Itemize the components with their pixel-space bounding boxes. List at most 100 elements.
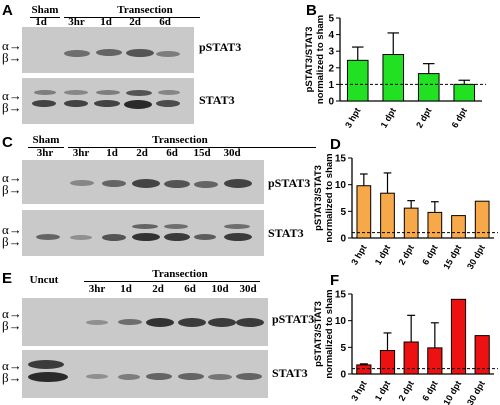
lane-label: 1d	[120, 283, 132, 295]
bar	[380, 192, 395, 239]
y-tick-label: 15	[335, 290, 347, 301]
y-axis-label: normalized to sham	[324, 153, 335, 242]
group-underline	[30, 17, 60, 18]
lane-label: 1d	[100, 16, 112, 28]
y-tick-label: 5	[328, 14, 334, 25]
group-underline	[84, 281, 260, 282]
x-tick-label: 6 dpt	[450, 106, 469, 130]
bar	[356, 185, 372, 239]
group-label-transection: Transection	[152, 268, 208, 280]
y-tick-label: 10	[335, 316, 347, 327]
y-axis-label: pSTAT3/STAT3	[313, 165, 324, 231]
group-label-transection: Transection	[117, 4, 173, 16]
bar	[417, 73, 440, 102]
bar	[382, 54, 405, 102]
y-tick-label: 0	[328, 97, 334, 108]
y-tick-label: 10	[335, 180, 347, 191]
blot-label: pSTAT3	[268, 176, 311, 190]
blot-label: STAT3	[199, 93, 235, 107]
y-tick-label: 4	[328, 30, 334, 41]
y-tick-label: 5	[340, 343, 346, 354]
y-axis-label: pSTAT3/STAT3	[304, 27, 315, 93]
lane-label: 2d	[129, 16, 141, 28]
isoform-alpha-label: α→	[2, 170, 22, 185]
group-label-uncut: Uncut	[29, 274, 59, 286]
y-tick-label: 5	[340, 207, 346, 218]
x-tick-label: 1 dpt	[373, 379, 392, 403]
blot-pstat3-c	[22, 160, 264, 204]
isoform-beta-label: β→	[2, 370, 22, 385]
x-tick-label: 2 dpt	[396, 243, 415, 267]
lane-label: 1d	[35, 16, 47, 28]
x-tick-label: 30 dpt	[465, 243, 487, 271]
group-underline	[68, 147, 316, 148]
lane-label: 1d	[106, 147, 118, 159]
bar	[453, 83, 476, 102]
blot-stat3-c	[22, 210, 264, 256]
lane-label: 6d	[184, 283, 196, 295]
x-tick-label: 3 hpt	[343, 106, 362, 130]
x-tick-label: 2 dpt	[414, 106, 433, 130]
group-label-sham: Sham	[31, 4, 59, 16]
y-tick-label: 2	[328, 63, 334, 74]
bar-chart-b: pSTAT3/STAT3 normalized to sham 0 1 2 3 4 5 3 hp…	[304, 14, 486, 130]
blot-stat3-a	[22, 78, 194, 124]
group-underline	[28, 147, 64, 148]
bar	[450, 298, 467, 375]
y-axis-label: normalized to sham	[324, 289, 335, 378]
blot-stat3-e	[22, 350, 268, 398]
panel-letter-f: F	[330, 272, 340, 289]
bar	[427, 211, 443, 239]
lane-label: 3hr	[72, 147, 90, 159]
panel-letter-c: C	[2, 134, 13, 151]
x-tick-label: 6 dpt	[420, 379, 439, 403]
y-tick-label: 0	[340, 234, 346, 245]
panel-letter-d: D	[330, 136, 341, 153]
lane-label: 2d	[152, 283, 164, 295]
blot-label: STAT3	[272, 366, 308, 380]
x-tick-label: 15 dpt	[441, 243, 463, 271]
group-label-sham: Sham	[32, 134, 60, 146]
x-tick-label: 1 dpt	[373, 243, 392, 267]
bar	[427, 347, 443, 375]
bar-chart-f: pSTAT3/STAT3 normalized to sham 0 5 10 15 3 hp…	[313, 289, 498, 405]
blot-label: pSTAT3	[272, 312, 315, 326]
panel-letter-b: B	[306, 2, 317, 19]
isoform-beta-label: β→	[2, 50, 22, 65]
y-axis-label: normalized to sham	[315, 15, 326, 104]
isoform-beta-label: β→	[2, 100, 22, 115]
lane-label: 2d	[136, 147, 148, 159]
bar	[403, 207, 419, 239]
bar	[474, 335, 490, 375]
blot-pstat3-a	[22, 27, 194, 73]
group-underline	[64, 17, 200, 18]
group-label-transection: Transection	[152, 134, 208, 146]
x-tick-label: 10 dpt	[441, 379, 463, 405]
isoform-alpha-label: α→	[2, 88, 22, 103]
y-tick-label: 0	[340, 370, 346, 381]
bar	[403, 341, 419, 375]
x-tick-label: 3 hpt	[349, 379, 368, 403]
bar	[451, 215, 466, 239]
y-tick-label: 15	[335, 154, 347, 165]
bar-chart-d: pSTAT3/STAT3 normalized to sham 0 5 10 15 3 hp…	[313, 153, 498, 271]
lane-label: 6d	[159, 16, 171, 28]
isoform-alpha-label: α→	[2, 306, 22, 321]
panel-letter-a: A	[2, 2, 13, 19]
lane-label: 3hr	[36, 147, 54, 159]
lane-label: 30d	[223, 147, 241, 159]
blot-pstat3-e	[22, 298, 268, 346]
blot-label: STAT3	[268, 226, 304, 240]
x-tick-label: 30 dpt	[465, 379, 487, 405]
bar	[346, 59, 369, 102]
isoform-alpha-label: α→	[2, 358, 22, 373]
x-tick-label: 6 dpt	[420, 243, 439, 267]
lane-label: 6d	[166, 147, 178, 159]
isoform-beta-label: β→	[2, 182, 22, 197]
lane-label: 3hr	[88, 283, 106, 295]
lane-label: 30d	[239, 283, 257, 295]
bar	[474, 200, 490, 239]
isoform-beta-label: β→	[2, 234, 22, 249]
x-tick-label: 2 dpt	[396, 379, 415, 403]
isoform-alpha-label: α→	[2, 38, 22, 53]
